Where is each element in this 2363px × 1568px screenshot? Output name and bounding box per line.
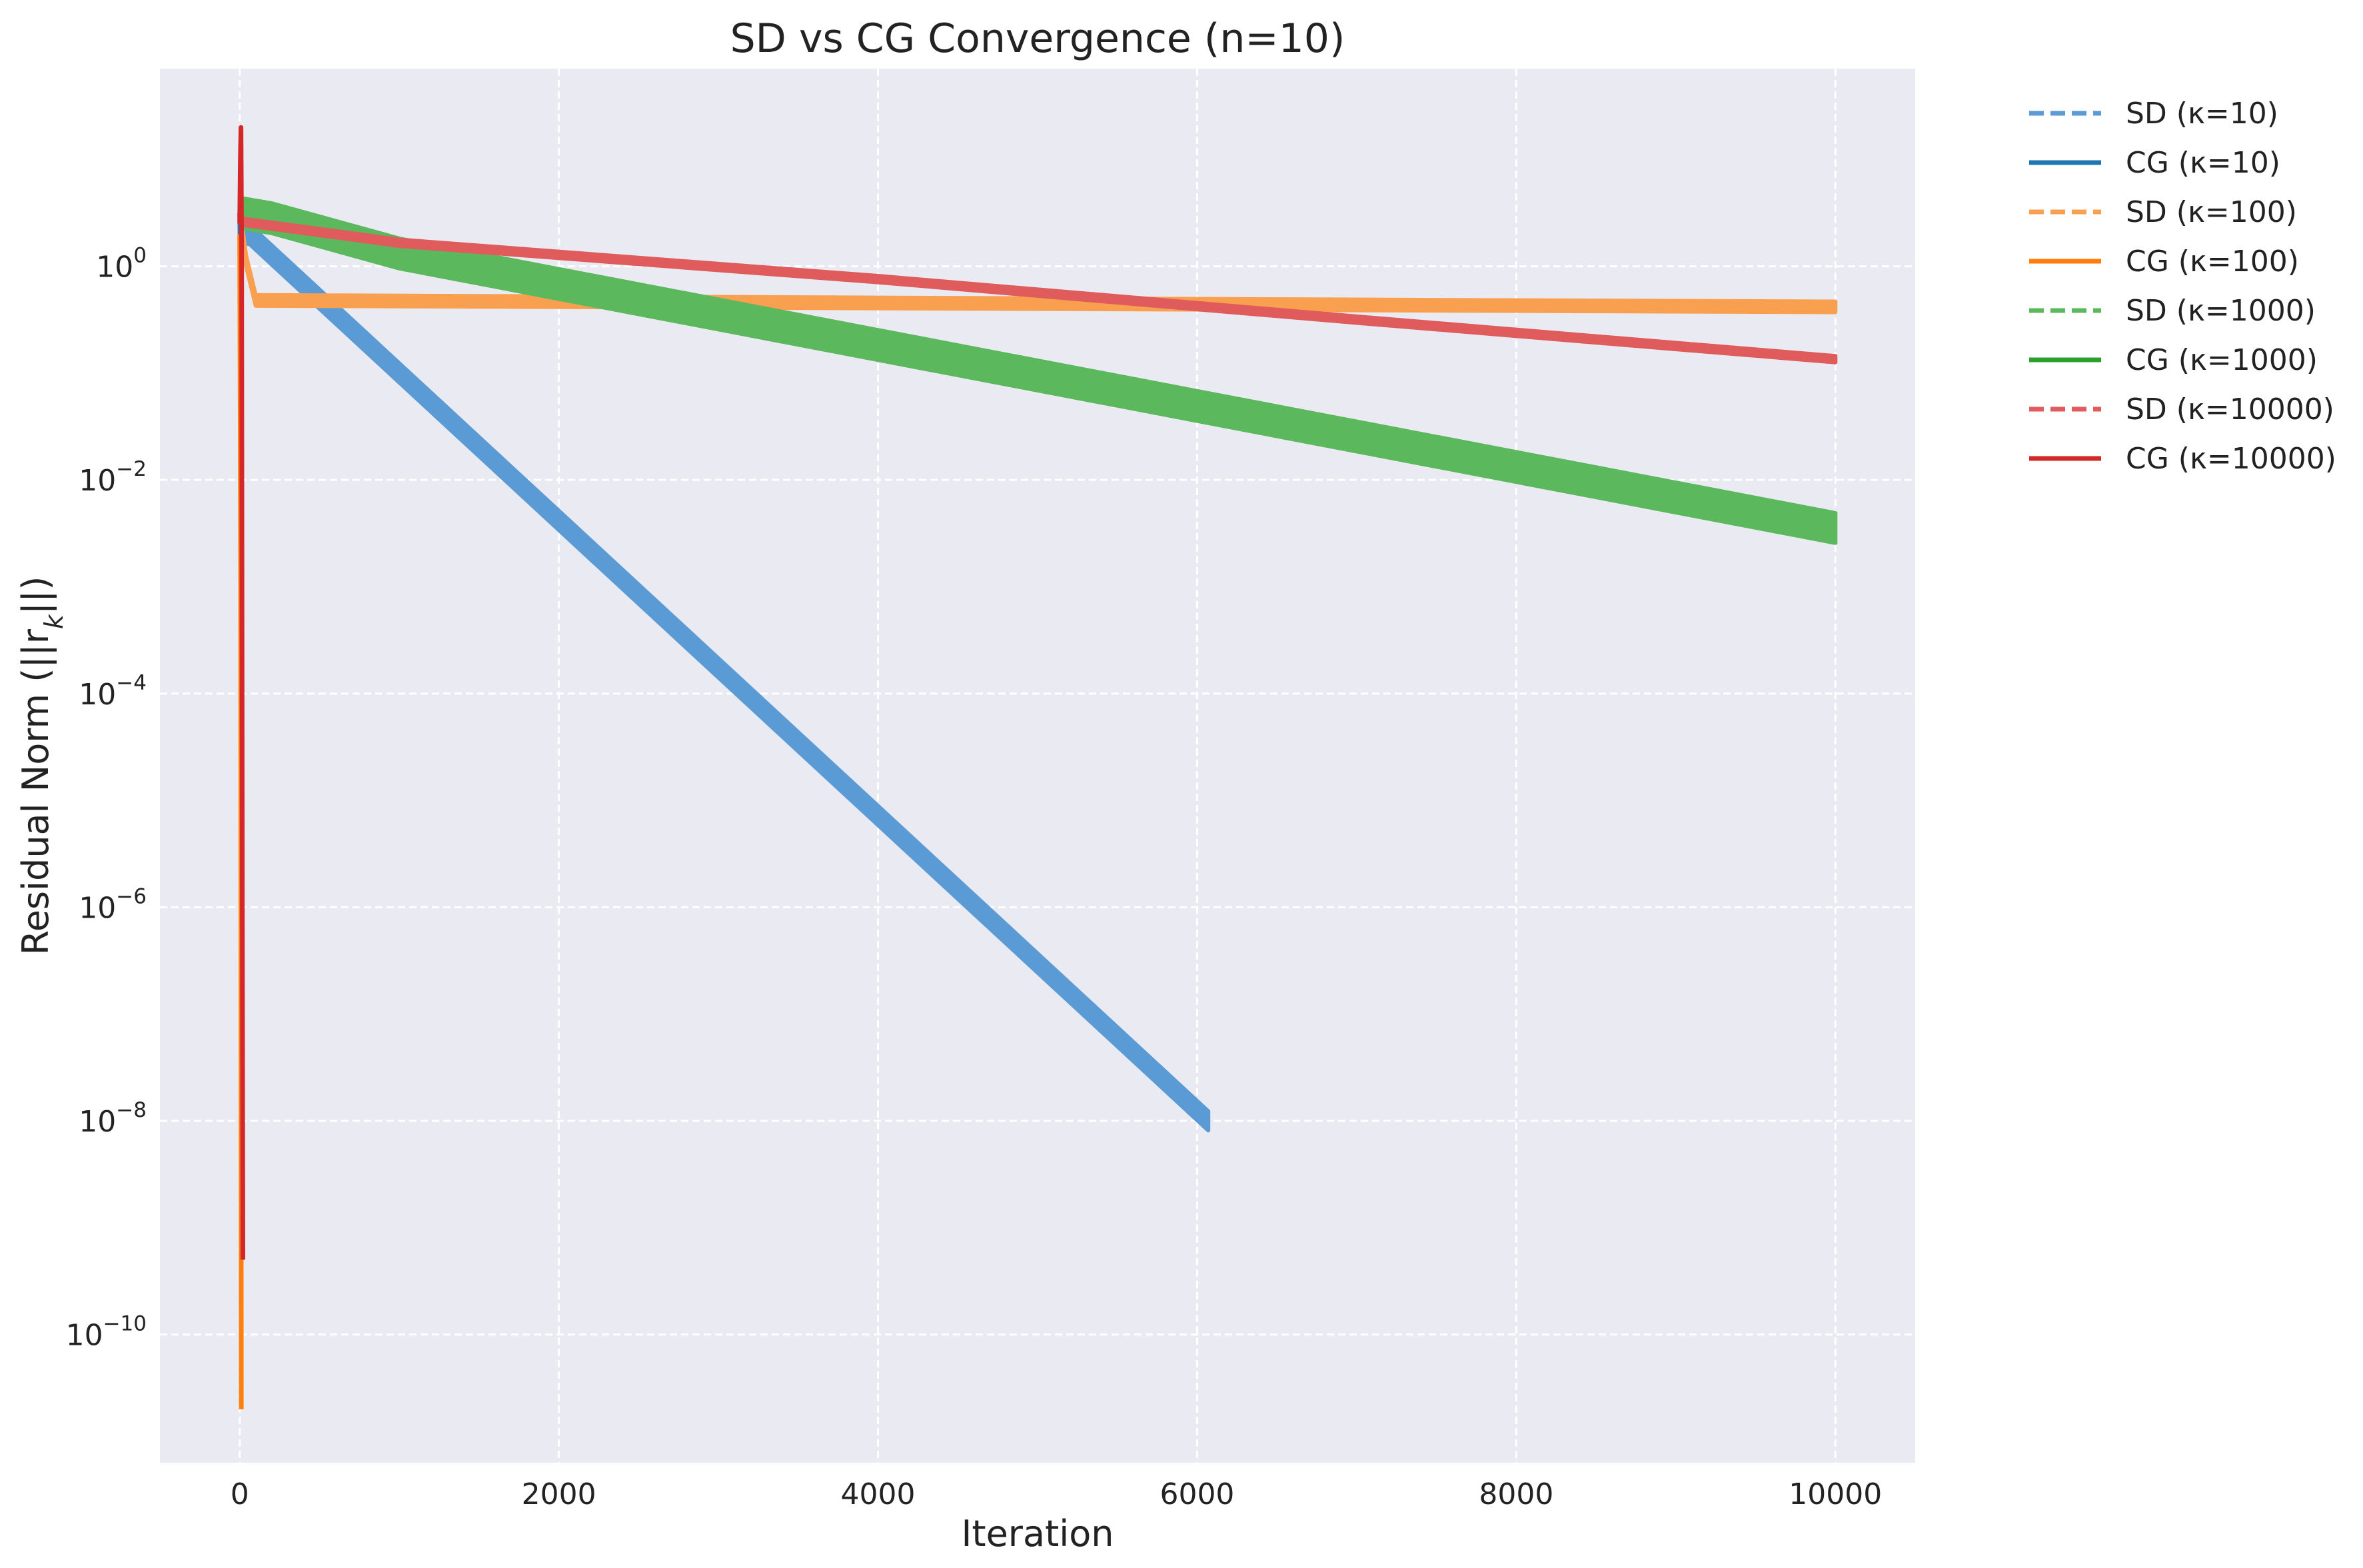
y-tick-base: 10 [79,464,116,498]
x-tick-label: 6000 [1160,1477,1234,1511]
legend-label: SD (κ=10) [2126,97,2278,131]
chart-title: SD vs CG Convergence (n=10) [730,15,1345,62]
y-tick-exponent: −10 [103,1312,147,1336]
legend-label: CG (κ=1000) [2126,343,2318,377]
legend-label: SD (κ=1000) [2126,294,2316,328]
y-tick-label: 10−6 [79,884,147,925]
legend-label: CG (κ=10000) [2126,442,2336,476]
x-tick-label: 10000 [1789,1477,1882,1511]
plot-background [160,69,1915,1463]
y-axis-label-sub: k [39,613,69,629]
x-ticks: 0 2000 4000 6000 8000 10000 [231,1477,1883,1511]
y-tick-label: 10−2 [79,457,147,498]
y-tick-exponent: 0 [133,244,147,268]
x-axis-label: Iteration [961,1513,1114,1555]
legend-label: CG (κ=10) [2126,146,2280,180]
legend-label: CG (κ=100) [2126,245,2299,279]
y-tick-exponent: −4 [116,671,147,695]
legend-label: SD (κ=100) [2126,195,2297,229]
series-line [237,196,1838,545]
series-layer [237,125,1838,1409]
y-tick-base: 10 [66,1319,103,1353]
y-tick-base: 10 [79,1105,116,1139]
x-tick-label: 0 [231,1477,249,1511]
x-tick-label: 2000 [522,1477,596,1511]
legend-label: SD (κ=10000) [2126,392,2334,426]
series-line [237,216,1838,365]
y-axis-label-end: ||) [15,576,57,614]
y-tick-base: 10 [79,891,116,925]
y-tick-label: 10−10 [66,1312,147,1353]
y-axis-label: Residual Norm (||rk||) [15,576,69,956]
x-tick-label: 8000 [1479,1477,1553,1511]
series-line [237,125,245,1260]
y-tick-label: 10−4 [79,671,147,712]
y-tick-exponent: −2 [116,457,147,481]
y-tick-label: 10−8 [79,1098,147,1139]
y-axis-label-main: Residual Norm (||r [15,628,57,955]
y-tick-exponent: −8 [116,1098,147,1122]
y-tick-exponent: −6 [116,884,147,908]
legend: SD (κ=10) CG (κ=10) SD (κ=100) CG (κ=100) SD… [2029,97,2336,476]
x-tick-label: 4000 [841,1477,916,1511]
y-tick-base: 10 [96,251,133,285]
y-tick-base: 10 [79,678,116,712]
y-tick-label: 100 [96,244,147,285]
